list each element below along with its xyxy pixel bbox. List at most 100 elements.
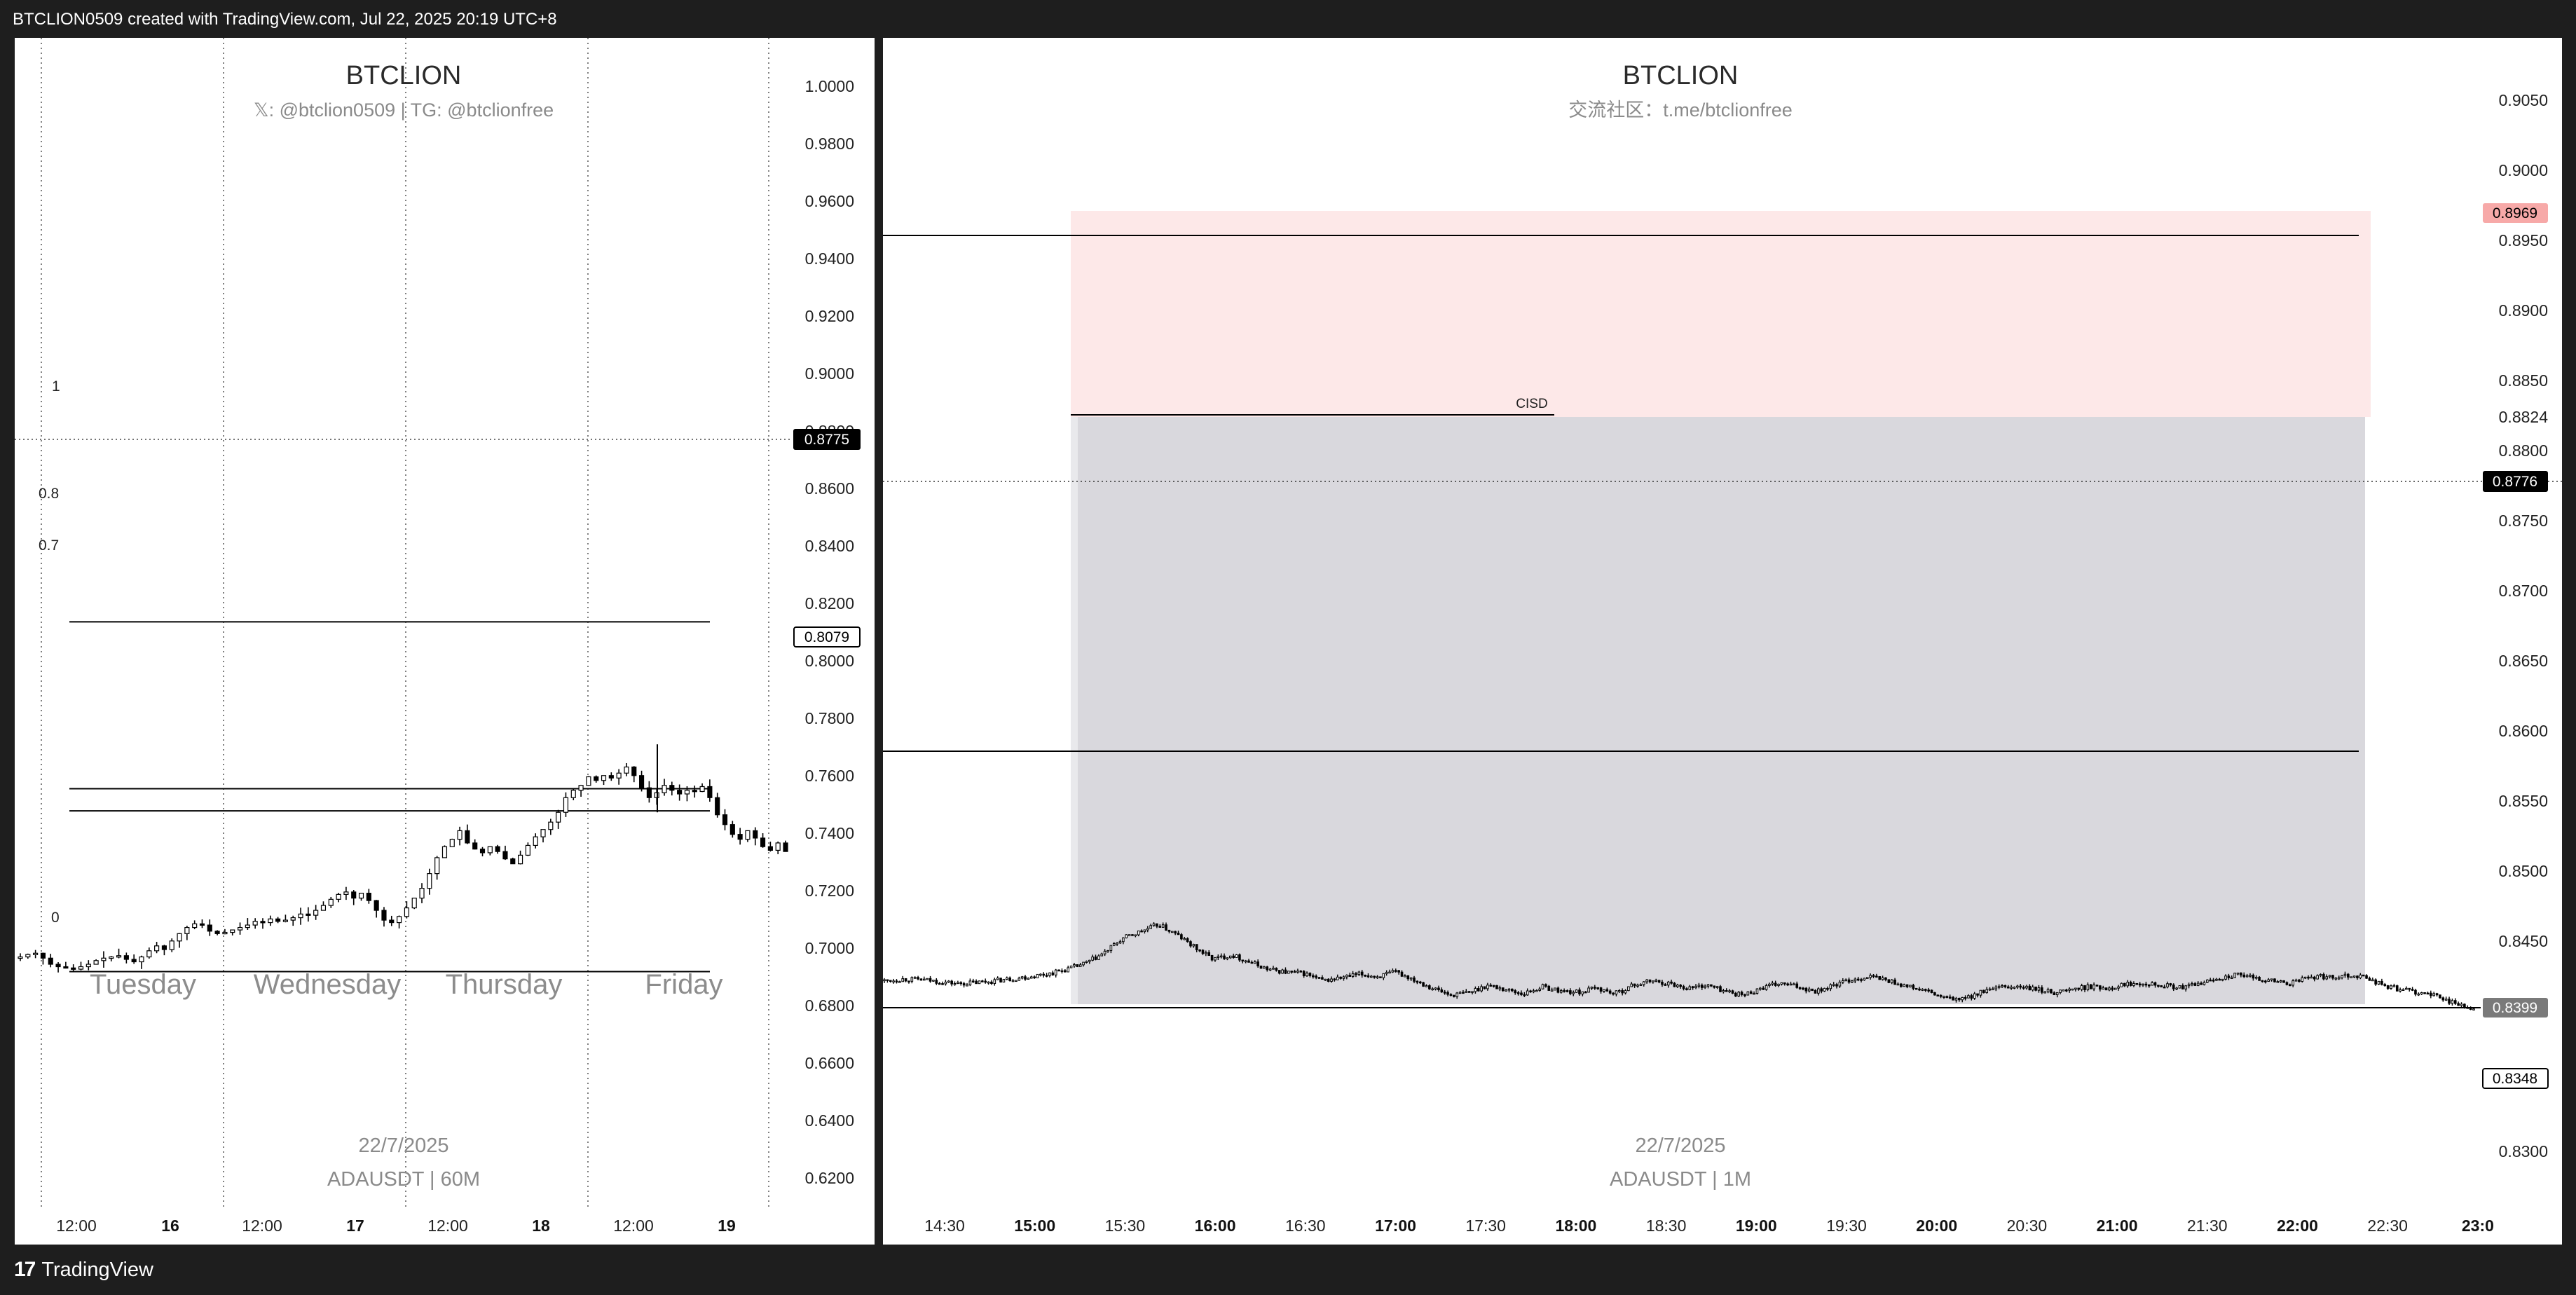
candle-body bbox=[2138, 983, 2142, 986]
candle-body bbox=[192, 923, 198, 929]
candle-body bbox=[177, 933, 182, 942]
candle-body bbox=[1483, 986, 1486, 989]
candle-body bbox=[2313, 976, 2316, 980]
candle-body bbox=[1366, 975, 1370, 978]
candle-body bbox=[1599, 987, 1603, 992]
candle-body bbox=[343, 891, 349, 895]
candle-body bbox=[1474, 988, 1477, 992]
chart-panel-1m[interactable]: 0.9050 0.9000 0.8950 0.8900 0.8850 0.8824 0.88… bbox=[883, 38, 2562, 1245]
y-tick-label: 0.8300 bbox=[2499, 1142, 2548, 1160]
candle-body bbox=[608, 775, 614, 779]
candle-body bbox=[358, 893, 364, 899]
candle-body bbox=[1814, 989, 1817, 994]
candle-body bbox=[1351, 973, 1355, 977]
chart-panel-60m[interactable]: 1.00000.98000.96000.94000.92000.90000.88… bbox=[15, 38, 875, 1245]
candle-body bbox=[1397, 970, 1400, 973]
candle-body bbox=[1961, 996, 1964, 1001]
candle-body bbox=[907, 980, 910, 982]
candle-body bbox=[570, 790, 576, 798]
crosshair-price-badge: 0.8776 bbox=[2483, 471, 2548, 492]
candle-body bbox=[1924, 989, 1927, 991]
y-tick-label: 0.8600 bbox=[805, 479, 854, 498]
candle-body bbox=[2343, 973, 2347, 976]
candle-body bbox=[1266, 966, 1269, 971]
candle-body bbox=[1930, 989, 1933, 993]
candle-body bbox=[1875, 975, 1878, 978]
candle-body bbox=[275, 918, 281, 922]
candle-body bbox=[932, 980, 935, 982]
candle-body bbox=[1244, 960, 1247, 963]
candle-body bbox=[2347, 973, 2350, 978]
y-tick-label: 0.8500 bbox=[2499, 862, 2548, 880]
tradingview-logo-icon: 17 bbox=[14, 1258, 36, 1281]
day-label-tuesday: Tuesday bbox=[90, 969, 196, 1000]
candle-body bbox=[1027, 978, 1030, 980]
candle-body bbox=[1544, 984, 1547, 987]
candle-body bbox=[1422, 982, 1425, 987]
candle-body bbox=[1118, 941, 1122, 944]
candle-body bbox=[1903, 984, 1906, 987]
candle-body bbox=[2181, 985, 2184, 989]
candle-body bbox=[1029, 976, 1033, 979]
candle-body bbox=[624, 766, 629, 774]
candle-body bbox=[1854, 978, 1857, 982]
candle-body bbox=[1039, 973, 1042, 976]
candle-body bbox=[2043, 992, 2047, 994]
chart-1m-canvas[interactable]: 0.9050 0.9000 0.8950 0.8900 0.8850 0.8824 0.88… bbox=[883, 38, 2562, 1245]
candle-body bbox=[1183, 938, 1186, 940]
candle-body bbox=[941, 983, 944, 985]
chart-60m-canvas[interactable]: 1.00000.98000.96000.94000.92000.90000.88… bbox=[15, 38, 875, 1245]
x-tick-label: 18:00 bbox=[1555, 1217, 1596, 1235]
candle-body bbox=[1373, 975, 1376, 978]
candle-body bbox=[1939, 994, 1943, 997]
candle-body bbox=[1516, 992, 1520, 994]
candle-body bbox=[1639, 984, 1643, 986]
candle-body bbox=[2395, 985, 2399, 992]
candle-body bbox=[1158, 926, 1162, 928]
candle-body bbox=[199, 923, 205, 926]
candle-body bbox=[214, 931, 220, 934]
candle-body bbox=[1765, 985, 1768, 990]
candle-body bbox=[1428, 985, 1431, 989]
candle-body bbox=[2380, 980, 2383, 985]
candle-body bbox=[2276, 981, 2280, 983]
zone-top-price-badge: 0.8969 bbox=[2483, 203, 2548, 223]
candle-body bbox=[2209, 979, 2212, 982]
candle-body bbox=[2319, 974, 2322, 976]
candle-body bbox=[1308, 973, 1312, 976]
candle-body bbox=[381, 910, 387, 921]
candle-body bbox=[85, 964, 91, 968]
candle-body bbox=[959, 982, 963, 985]
candle-body bbox=[2041, 987, 2043, 993]
candle-body bbox=[1608, 990, 1612, 994]
candle-body bbox=[1624, 990, 1627, 994]
candle-body bbox=[1306, 973, 1308, 977]
candle-body bbox=[745, 830, 751, 840]
candle-body bbox=[1241, 959, 1245, 961]
candle-body bbox=[669, 785, 675, 791]
candle-body bbox=[662, 785, 667, 793]
x-tick-label: 17:30 bbox=[1465, 1217, 1506, 1235]
y-tick-label: 0.8450 bbox=[2499, 932, 2548, 950]
candle-body bbox=[268, 918, 273, 924]
candle-body bbox=[1458, 992, 1462, 994]
candle-body bbox=[1657, 980, 1661, 983]
candle-body bbox=[2451, 1000, 2454, 1004]
candle-body bbox=[1317, 977, 1321, 979]
last-price-text: 0.8348 bbox=[2493, 1071, 2537, 1087]
candle-body bbox=[1973, 993, 1976, 999]
candle-body bbox=[2460, 1003, 2463, 1006]
candle-body bbox=[1918, 988, 1921, 991]
candle-body bbox=[2034, 986, 2037, 991]
candle-body bbox=[1952, 996, 1954, 1001]
candle-body bbox=[1749, 991, 1753, 994]
candle-body bbox=[1927, 989, 1930, 992]
x-tick-label: 15:00 bbox=[1014, 1217, 1055, 1235]
zone-red bbox=[1071, 211, 2371, 417]
candle-body bbox=[938, 982, 941, 985]
candle-body bbox=[919, 978, 923, 981]
candle-body bbox=[2402, 989, 2405, 991]
candle-body bbox=[981, 980, 984, 982]
x-tick-label: 19:00 bbox=[1736, 1217, 1777, 1235]
candle-body bbox=[993, 979, 996, 985]
